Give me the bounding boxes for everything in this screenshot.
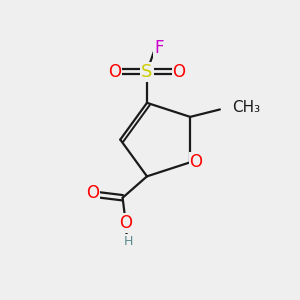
Text: O: O bbox=[86, 184, 99, 202]
Text: O: O bbox=[108, 63, 122, 81]
Text: O: O bbox=[172, 63, 186, 81]
Text: O: O bbox=[119, 214, 132, 232]
Text: S: S bbox=[141, 63, 153, 81]
Text: O: O bbox=[190, 153, 202, 171]
Text: CH₃: CH₃ bbox=[232, 100, 260, 116]
Text: F: F bbox=[154, 39, 164, 57]
Text: H: H bbox=[124, 235, 133, 248]
